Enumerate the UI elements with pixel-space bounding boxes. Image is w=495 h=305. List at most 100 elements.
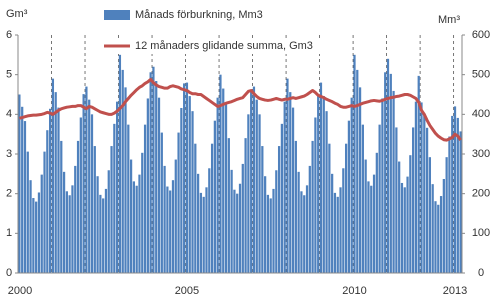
- bar: [216, 97, 219, 273]
- bar: [258, 114, 261, 273]
- bar: [381, 98, 384, 273]
- bar: [325, 111, 328, 273]
- y-tick-label: 3: [6, 148, 12, 160]
- bar: [252, 86, 256, 273]
- bar: [135, 185, 138, 273]
- bar: [71, 185, 74, 273]
- bar: [448, 136, 451, 273]
- bar: [350, 97, 353, 273]
- bar: [157, 97, 161, 273]
- bar: [188, 96, 191, 273]
- y2-tick-label: 400: [472, 108, 490, 120]
- bar: [428, 157, 432, 273]
- bar: [116, 101, 119, 273]
- bar: [294, 140, 297, 273]
- bar: [74, 165, 77, 273]
- bar: [76, 140, 80, 273]
- bar: [93, 146, 96, 273]
- bar: [202, 196, 205, 273]
- bar: [177, 132, 180, 273]
- bar: [406, 176, 409, 273]
- bar: [191, 111, 194, 273]
- bar: [361, 124, 364, 273]
- bar: [277, 146, 281, 273]
- y-tick-label: 5: [6, 69, 12, 81]
- bar: [238, 183, 242, 273]
- bar: [113, 123, 116, 273]
- y2-tick-label: 100: [472, 227, 490, 239]
- bar: [65, 191, 68, 273]
- bar: [180, 107, 183, 273]
- bar: [222, 88, 225, 273]
- bar: [250, 90, 253, 274]
- bar: [328, 143, 331, 273]
- bar: [451, 115, 454, 273]
- bar: [412, 127, 415, 273]
- y-tick-label: 6: [6, 29, 12, 41]
- bar: [68, 195, 71, 273]
- x-tick-label: 2010: [342, 285, 366, 297]
- bar: [289, 92, 292, 274]
- bar: [347, 120, 351, 274]
- bar: [196, 173, 200, 273]
- bar: [342, 168, 345, 273]
- bar: [291, 107, 295, 273]
- y2-tick-label: 300: [472, 148, 490, 160]
- bar: [46, 130, 49, 273]
- bar: [21, 106, 24, 274]
- bar: [333, 192, 337, 273]
- x-tick-label: 2005: [175, 285, 199, 297]
- bar: [375, 152, 378, 273]
- bar: [331, 173, 334, 273]
- bar: [339, 187, 342, 273]
- bar: [414, 101, 418, 273]
- bar: [213, 120, 216, 274]
- bar: [434, 201, 437, 273]
- bar: [255, 99, 258, 273]
- bar: [384, 72, 387, 273]
- y2-tick-label: 500: [472, 69, 490, 81]
- bar: [398, 161, 401, 273]
- bar: [311, 140, 314, 273]
- bar: [155, 81, 158, 273]
- bar: [286, 78, 289, 273]
- bar: [453, 106, 457, 274]
- bar: [423, 114, 426, 273]
- bar: [372, 174, 376, 273]
- bar: [57, 107, 60, 273]
- bar: [194, 143, 197, 273]
- legend-label: Månads förburkning, Mm3: [135, 9, 263, 21]
- bar: [90, 114, 94, 273]
- bar: [409, 155, 412, 273]
- bar: [367, 181, 370, 273]
- bar: [370, 185, 373, 273]
- bar: [40, 174, 43, 273]
- bar: [48, 108, 52, 273]
- bar: [280, 123, 284, 273]
- bar: [425, 127, 429, 273]
- bar: [146, 98, 149, 273]
- bar: [403, 187, 406, 273]
- bar: [174, 159, 177, 273]
- bar: [241, 163, 244, 273]
- bar: [129, 159, 133, 273]
- y-tick-label: 1: [6, 227, 12, 239]
- bar: [79, 117, 82, 273]
- bar: [305, 185, 309, 273]
- bar: [152, 66, 155, 273]
- bar: [269, 198, 272, 273]
- bar: [400, 182, 404, 273]
- y2-tick-label: 0: [478, 267, 484, 279]
- bar: [32, 198, 35, 273]
- bar: [261, 146, 264, 273]
- bar: [107, 170, 110, 273]
- line: [18, 77, 462, 142]
- y2-tick-label: 200: [472, 188, 490, 200]
- bar: [297, 171, 300, 273]
- bar: [364, 159, 367, 273]
- bar: [353, 54, 356, 274]
- bar: [104, 188, 108, 273]
- bar: [303, 195, 306, 273]
- bar: [264, 176, 267, 273]
